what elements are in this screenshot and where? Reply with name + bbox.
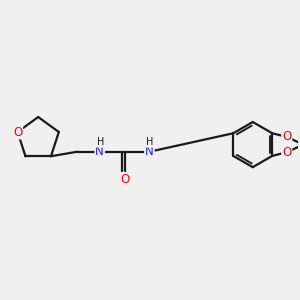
Text: N: N <box>145 145 154 158</box>
Text: O: O <box>282 146 291 159</box>
Text: O: O <box>13 125 22 139</box>
Text: N: N <box>95 145 104 158</box>
Text: H: H <box>97 137 104 147</box>
Text: O: O <box>282 130 291 143</box>
Text: O: O <box>120 173 129 186</box>
Text: H: H <box>146 137 154 147</box>
